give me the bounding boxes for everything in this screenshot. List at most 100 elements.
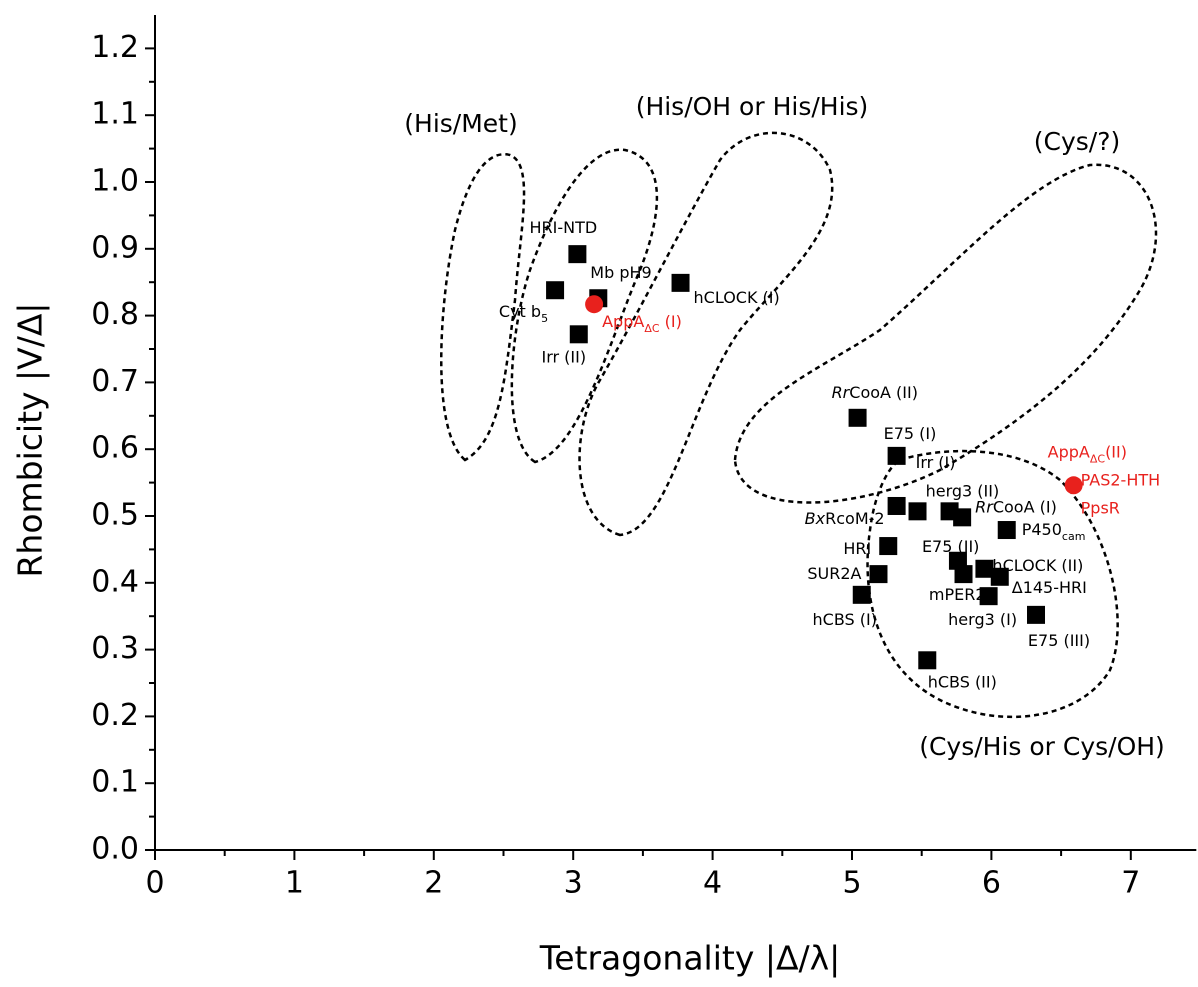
x-tick-label: 7 <box>1121 866 1140 901</box>
label-part: SUR2A <box>807 564 861 583</box>
point-label: RrCooA (I) <box>975 497 1057 516</box>
point <box>671 273 690 292</box>
point <box>879 537 898 556</box>
label-part: CooA (I) <box>993 497 1057 516</box>
label-part: 5 <box>541 312 548 325</box>
label-part: Irr (II) <box>541 347 586 366</box>
y-tick-label: 0.1 <box>91 765 139 800</box>
region-his-oh-2 <box>578 131 834 537</box>
label-part: Rr <box>975 497 994 516</box>
point <box>585 295 604 314</box>
point <box>997 521 1016 540</box>
point <box>869 565 888 584</box>
point <box>852 585 871 604</box>
point-label: E75 (I) <box>884 423 937 442</box>
point-label: mPER2 <box>929 585 986 604</box>
point-label: AppAΔC (I) <box>602 312 682 336</box>
label-part: herg3 (II) <box>926 481 1000 500</box>
point-label: Δ145-HRI <box>1012 577 1087 596</box>
point-label: HRI-NTD <box>530 218 598 237</box>
y-tick-label: 0.2 <box>91 698 139 733</box>
label-part: HRI-NTD <box>530 218 598 237</box>
x-tick-label: 2 <box>424 866 443 901</box>
label-part: hCLOCK (II) <box>992 555 1083 574</box>
point <box>954 565 973 584</box>
point-label: hCLOCK (I) <box>694 287 780 306</box>
label-part: mPER2 <box>929 585 986 604</box>
label-part: E75 (I) <box>884 423 937 442</box>
region-label: (Cys/?) <box>1034 127 1120 156</box>
label-part: (I) <box>660 312 682 331</box>
label-part: AppA <box>1048 442 1090 461</box>
point-label: Cyt b5 <box>499 302 548 326</box>
y-tick-label: 0.6 <box>91 431 139 466</box>
point <box>918 651 937 670</box>
point-label: HRI <box>843 539 871 558</box>
label-part: PpsR <box>1081 498 1120 517</box>
point-label: Irr (II) <box>541 347 586 366</box>
point <box>848 408 867 427</box>
region-label: (His/Met) <box>404 109 517 138</box>
label-part: Δ145-HRI <box>1012 577 1087 596</box>
point <box>990 567 1009 586</box>
label-part: cam <box>1062 530 1086 543</box>
point <box>908 502 927 521</box>
regions <box>440 131 1158 719</box>
label-part: CooA (II) <box>849 382 918 401</box>
point-label: hCBS (I) <box>813 609 877 628</box>
point-label: PAS2-HTH <box>1081 470 1161 489</box>
y-tick-label: 0.8 <box>91 297 139 332</box>
y-tick-label: 0.7 <box>91 364 139 399</box>
x-tick-label: 4 <box>703 866 722 901</box>
y-axis-title: Rhombicity |V/Δ| <box>11 302 50 577</box>
y-tick-label: 0.5 <box>91 498 139 533</box>
region-his-oh-1 <box>510 148 659 464</box>
label-part: E75 (III) <box>1028 630 1090 649</box>
region-cys-his <box>866 449 1119 719</box>
y-tick-label: 1.2 <box>91 30 139 65</box>
point-label: BxRcoM-2 <box>805 508 885 527</box>
label-part: Cyt b <box>499 302 541 321</box>
region-label: (Cys/His or Cys/OH) <box>919 732 1165 761</box>
x-tick-label: 3 <box>564 866 583 901</box>
region-label: (His/OH or His/His) <box>636 92 869 121</box>
label-part: ΔC <box>1090 452 1106 465</box>
point <box>546 281 565 300</box>
point-label: AppAΔC(II) <box>1048 442 1127 466</box>
label-part: Rr <box>832 382 851 401</box>
label-part: ΔC <box>644 322 660 335</box>
point-label: herg3 (I) <box>948 610 1017 629</box>
point-label: hCBS (II) <box>928 672 997 691</box>
label-part: hCBS (II) <box>928 672 997 691</box>
point <box>887 496 906 515</box>
y-tick-label: 1.1 <box>91 97 139 132</box>
point <box>568 245 587 264</box>
label-part: Mb pH9 <box>590 263 651 282</box>
x-axis-title: Tetragonality |Δ/λ| <box>539 939 841 978</box>
label-part: hCBS (I) <box>813 609 877 628</box>
label-part: Bx <box>805 508 826 527</box>
label-part: herg3 (I) <box>948 610 1017 629</box>
point-label: Irr (I) <box>916 452 956 471</box>
point-label: E75 (III) <box>1028 630 1090 649</box>
point-label: PpsR <box>1081 498 1120 517</box>
label-part: E75 (II) <box>922 536 979 555</box>
point-label: SUR2A <box>807 564 861 583</box>
x-tick-label: 0 <box>145 866 164 901</box>
label-part: AppA <box>602 312 644 331</box>
x-tick-label: 1 <box>285 866 304 901</box>
point <box>953 508 972 527</box>
y-tick-label: 0.0 <box>91 832 139 867</box>
y-tick-label: 0.9 <box>91 230 139 265</box>
point-label: herg3 (II) <box>926 481 1000 500</box>
point <box>887 446 906 465</box>
y-tick-label: 0.4 <box>91 564 139 599</box>
label-part: P450 <box>1022 520 1062 539</box>
point-label: Mb pH9 <box>590 263 651 282</box>
point <box>1027 605 1046 624</box>
point <box>569 325 588 344</box>
point-label: RrCooA (II) <box>832 382 918 401</box>
y-tick-label: 0.3 <box>91 631 139 666</box>
point-label: P450cam <box>1022 520 1086 544</box>
